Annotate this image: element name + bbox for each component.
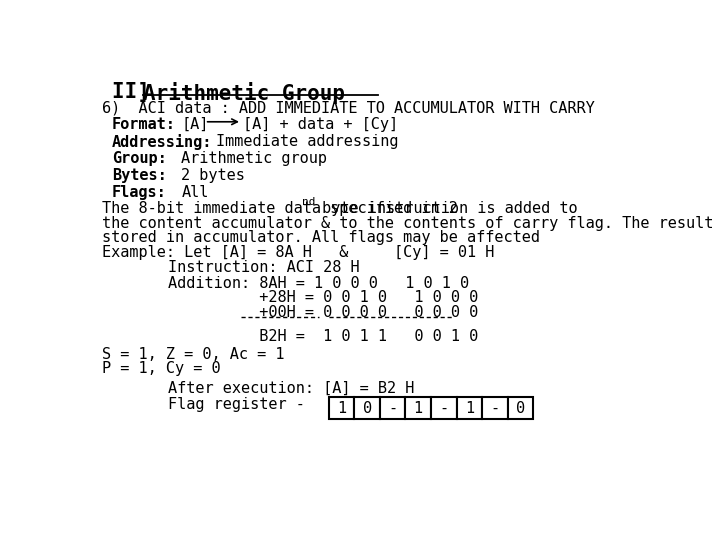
Text: 0: 0 bbox=[516, 401, 525, 416]
Text: Flags:: Flags: bbox=[112, 185, 166, 200]
Text: Bytes:: Bytes: bbox=[112, 168, 166, 183]
Text: Arithmetic group: Arithmetic group bbox=[181, 151, 328, 166]
Text: [A]: [A] bbox=[181, 117, 209, 132]
Text: Arithmetic Group: Arithmetic Group bbox=[143, 82, 345, 104]
Text: P = 1, Cy = 0: P = 1, Cy = 0 bbox=[102, 361, 221, 376]
Text: Group:: Group: bbox=[112, 151, 166, 166]
Bar bbox=[329, 397, 354, 419]
Text: All: All bbox=[181, 185, 209, 200]
Text: the content accumulator & to the contents of carry flag. The result is: the content accumulator & to the content… bbox=[102, 215, 720, 231]
Text: Addition: 8AH = 1 0 0 0   1 0 1 0: Addition: 8AH = 1 0 0 0 1 0 1 0 bbox=[168, 276, 469, 291]
Text: +28H = 0 0 1 0   1 0 0 0: +28H = 0 0 1 0 1 0 0 0 bbox=[168, 291, 478, 306]
Text: [A] + data + [Cy]: [A] + data + [Cy] bbox=[243, 117, 399, 132]
Text: 2 bytes: 2 bytes bbox=[181, 168, 246, 183]
Text: II]: II] bbox=[112, 82, 162, 102]
Text: nd: nd bbox=[302, 197, 316, 207]
Text: stored in accumulator. All flags may be affected: stored in accumulator. All flags may be … bbox=[102, 231, 541, 245]
Text: Format:: Format: bbox=[112, 117, 176, 132]
Text: byte instruction is added to: byte instruction is added to bbox=[312, 201, 577, 216]
Text: 6)  ACI data : ADD IMMEDIATE TO ACCUMULATOR WITH CARRY: 6) ACI data : ADD IMMEDIATE TO ACCUMULAT… bbox=[102, 100, 595, 115]
Bar bbox=[354, 397, 380, 419]
Text: B2H =  1 0 1 1   0 0 1 0: B2H = 1 0 1 1 0 0 1 0 bbox=[168, 329, 478, 344]
Text: Example: Let [A] = 8A H   &     [Cy] = 01 H: Example: Let [A] = 8A H & [Cy] = 01 H bbox=[102, 245, 495, 260]
Text: -: - bbox=[388, 401, 397, 416]
Bar bbox=[508, 397, 534, 419]
Text: After execution: [A] = B2 H: After execution: [A] = B2 H bbox=[168, 381, 414, 395]
Text: Flag register -: Flag register - bbox=[168, 397, 313, 413]
Text: +00H = 0 0 0 0   0 0 0 0: +00H = 0 0 0 0 0 0 0 0 bbox=[168, 305, 478, 320]
Bar bbox=[405, 397, 431, 419]
Text: -: - bbox=[490, 401, 500, 416]
Text: The 8-bit immediate data specified in 2: The 8-bit immediate data specified in 2 bbox=[102, 201, 458, 216]
Bar bbox=[456, 397, 482, 419]
Text: 0: 0 bbox=[362, 401, 372, 416]
Text: -: - bbox=[439, 401, 449, 416]
Text: Instruction: ACI 28 H: Instruction: ACI 28 H bbox=[168, 260, 359, 275]
Bar bbox=[482, 397, 508, 419]
Text: S = 1, Z = 0, Ac = 1: S = 1, Z = 0, Ac = 1 bbox=[102, 347, 285, 362]
Bar bbox=[380, 397, 405, 419]
Text: Addressing:: Addressing: bbox=[112, 134, 212, 150]
Text: 1: 1 bbox=[465, 401, 474, 416]
Text: Immediate addressing: Immediate addressing bbox=[216, 134, 399, 149]
Text: 1: 1 bbox=[414, 401, 423, 416]
Text: 1: 1 bbox=[337, 401, 346, 416]
Bar bbox=[431, 397, 456, 419]
